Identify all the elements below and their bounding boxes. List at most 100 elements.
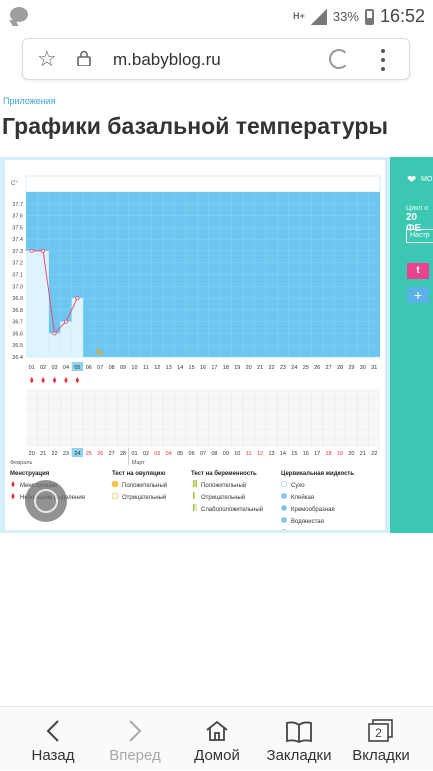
chevron-right-icon xyxy=(92,707,178,743)
bookmarks-button[interactable]: Закладки xyxy=(256,707,342,771)
temperature-point xyxy=(52,331,57,336)
ovulation-test-icon xyxy=(111,492,119,500)
drop-icon xyxy=(11,481,15,487)
date-number: 02 xyxy=(143,451,149,457)
date-number: 05 xyxy=(177,451,183,457)
tabs-count: 2 xyxy=(375,726,382,740)
pregnancy-test-icon xyxy=(193,492,195,499)
day-number: 25 xyxy=(303,365,309,371)
lock-icon xyxy=(77,50,91,66)
status-bar: H+ 33% 16:52 xyxy=(0,0,433,30)
back-label: Назад xyxy=(31,747,75,764)
legend-item: Положительный xyxy=(122,482,167,489)
date-number: 12 xyxy=(257,451,263,457)
chevron-left-icon xyxy=(10,707,96,743)
legend-item: Отрицательный xyxy=(122,494,166,501)
date-highlight xyxy=(71,448,84,457)
chart-top-strip xyxy=(25,175,381,193)
cervical-fluid-icon xyxy=(281,481,287,487)
settings-button[interactable]: Настр xyxy=(406,229,433,243)
day-number: 12 xyxy=(154,365,160,371)
day-number: 29 xyxy=(348,365,354,371)
date-number: 03 xyxy=(154,451,160,457)
date-number: 22 xyxy=(371,451,377,457)
date-number: 01 xyxy=(131,451,137,457)
day-number: 18 xyxy=(223,365,229,371)
menstruation-drop-icon xyxy=(53,377,57,383)
date-number: 19 xyxy=(337,451,343,457)
moon-icon-mask xyxy=(98,346,106,353)
legend-cervical-title: Цервикальная жидкость xyxy=(281,471,354,477)
home-button[interactable]: Домой xyxy=(174,707,260,771)
day-number: 06 xyxy=(86,365,92,371)
home-label: Домой xyxy=(194,747,240,764)
temperature-point xyxy=(29,248,34,253)
legend-item: Слабоположительный xyxy=(201,506,263,513)
y-tick-label: 37.6 xyxy=(12,214,23,220)
day-number: 22 xyxy=(268,365,274,371)
date-number: 11 xyxy=(246,451,252,457)
forward-button[interactable]: Вперед xyxy=(92,707,178,771)
tabs-button[interactable]: 2 Вкладки xyxy=(338,707,424,771)
breadcrumb[interactable]: Приложения xyxy=(3,96,56,106)
floating-action-button[interactable] xyxy=(25,480,67,522)
battery-icon xyxy=(364,8,374,25)
date-number: 04 xyxy=(166,451,172,457)
chat-icon xyxy=(10,7,28,22)
date-number: 21 xyxy=(360,451,366,457)
y-tick-label: 37.0 xyxy=(12,284,23,290)
overflow-menu-icon[interactable] xyxy=(381,47,385,71)
day-number: 10 xyxy=(131,365,137,371)
day-number: 26 xyxy=(314,365,320,371)
pregnancy-test-icon xyxy=(193,504,195,511)
bottom-navigation: Назад Вперед Домой Закладки 2 Вкладки xyxy=(0,706,433,770)
ovulation-test-icon xyxy=(111,480,119,488)
temperature-point xyxy=(63,319,68,324)
date-number: 09 xyxy=(223,451,229,457)
cycle-label: Цикл о xyxy=(406,205,429,212)
month-label-mar: Март xyxy=(132,460,146,466)
cycle-date: 20 ФЕ xyxy=(406,212,422,234)
cervical-fluid-icon xyxy=(281,529,287,535)
legend-item: Клейкая xyxy=(291,494,314,501)
star-icon[interactable]: ☆ xyxy=(37,46,57,71)
chart-panel: C° 37.7 37.6 37.5 37.4 37.3 37.2 37.1 37.0 36.9 36… xyxy=(5,160,385,543)
address-bar[interactable]: ☆ m.babyblog.ru xyxy=(22,38,410,80)
legend-item: Отрицательный xyxy=(201,494,245,501)
battery-percent: 33% xyxy=(332,9,359,24)
add-button[interactable]: + xyxy=(407,287,429,303)
temperature-point xyxy=(41,248,46,253)
reload-icon[interactable] xyxy=(329,49,349,69)
y-tick-label: 36.7 xyxy=(12,320,23,326)
legend-menstruation-title: Менструация xyxy=(10,471,50,477)
day-number: 14 xyxy=(177,365,183,371)
temperature-button[interactable]: t xyxy=(407,263,429,279)
day-number: 15 xyxy=(189,365,195,371)
network-type: H+ xyxy=(293,11,305,21)
day-number: 31 xyxy=(371,365,377,371)
y-tick-label: 37.5 xyxy=(12,225,23,231)
date-number: 06 xyxy=(189,451,195,457)
temperature-bar xyxy=(48,333,61,357)
side-panel: ❤ МО Цикл о 20 ФЕ Настр t + xyxy=(390,157,433,533)
y-tick-label: 36.5 xyxy=(12,343,23,349)
page-title: Графики базальной температуры xyxy=(2,113,389,139)
date-number: 15 xyxy=(291,451,297,457)
legend-item: Водянистая xyxy=(291,519,324,525)
day-number: 16 xyxy=(200,365,206,371)
menstruation-drop-icon xyxy=(75,377,79,383)
clock: 16:52 xyxy=(379,6,425,26)
date-number: 21 xyxy=(40,451,46,457)
symptom-grid xyxy=(26,389,380,447)
day-number: 28 xyxy=(337,365,343,371)
url-text[interactable]: m.babyblog.ru xyxy=(113,50,221,69)
month-label-feb: Февраль xyxy=(10,460,32,466)
y-tick-label: 36.6 xyxy=(12,331,23,337)
date-number: 08 xyxy=(211,451,217,457)
chart-frame: C° 37.7 37.6 37.5 37.4 37.3 37.2 37.1 37.0 36.9 36… xyxy=(0,157,390,543)
back-button[interactable]: Назад xyxy=(10,707,96,771)
heart-icon: ❤ xyxy=(407,174,417,186)
cervical-fluid-icon xyxy=(281,505,287,511)
bookmarks-label: Закладки xyxy=(266,747,332,764)
y-tick-label: 37.7 xyxy=(12,202,23,208)
